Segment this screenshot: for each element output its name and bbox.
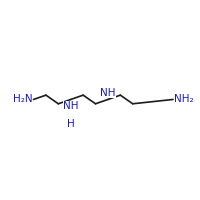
- Text: H₂N: H₂N: [13, 94, 32, 104]
- Text: NH: NH: [63, 101, 78, 111]
- Text: NH: NH: [100, 88, 116, 98]
- Text: NH₂: NH₂: [174, 94, 194, 104]
- Text: H: H: [67, 119, 75, 129]
